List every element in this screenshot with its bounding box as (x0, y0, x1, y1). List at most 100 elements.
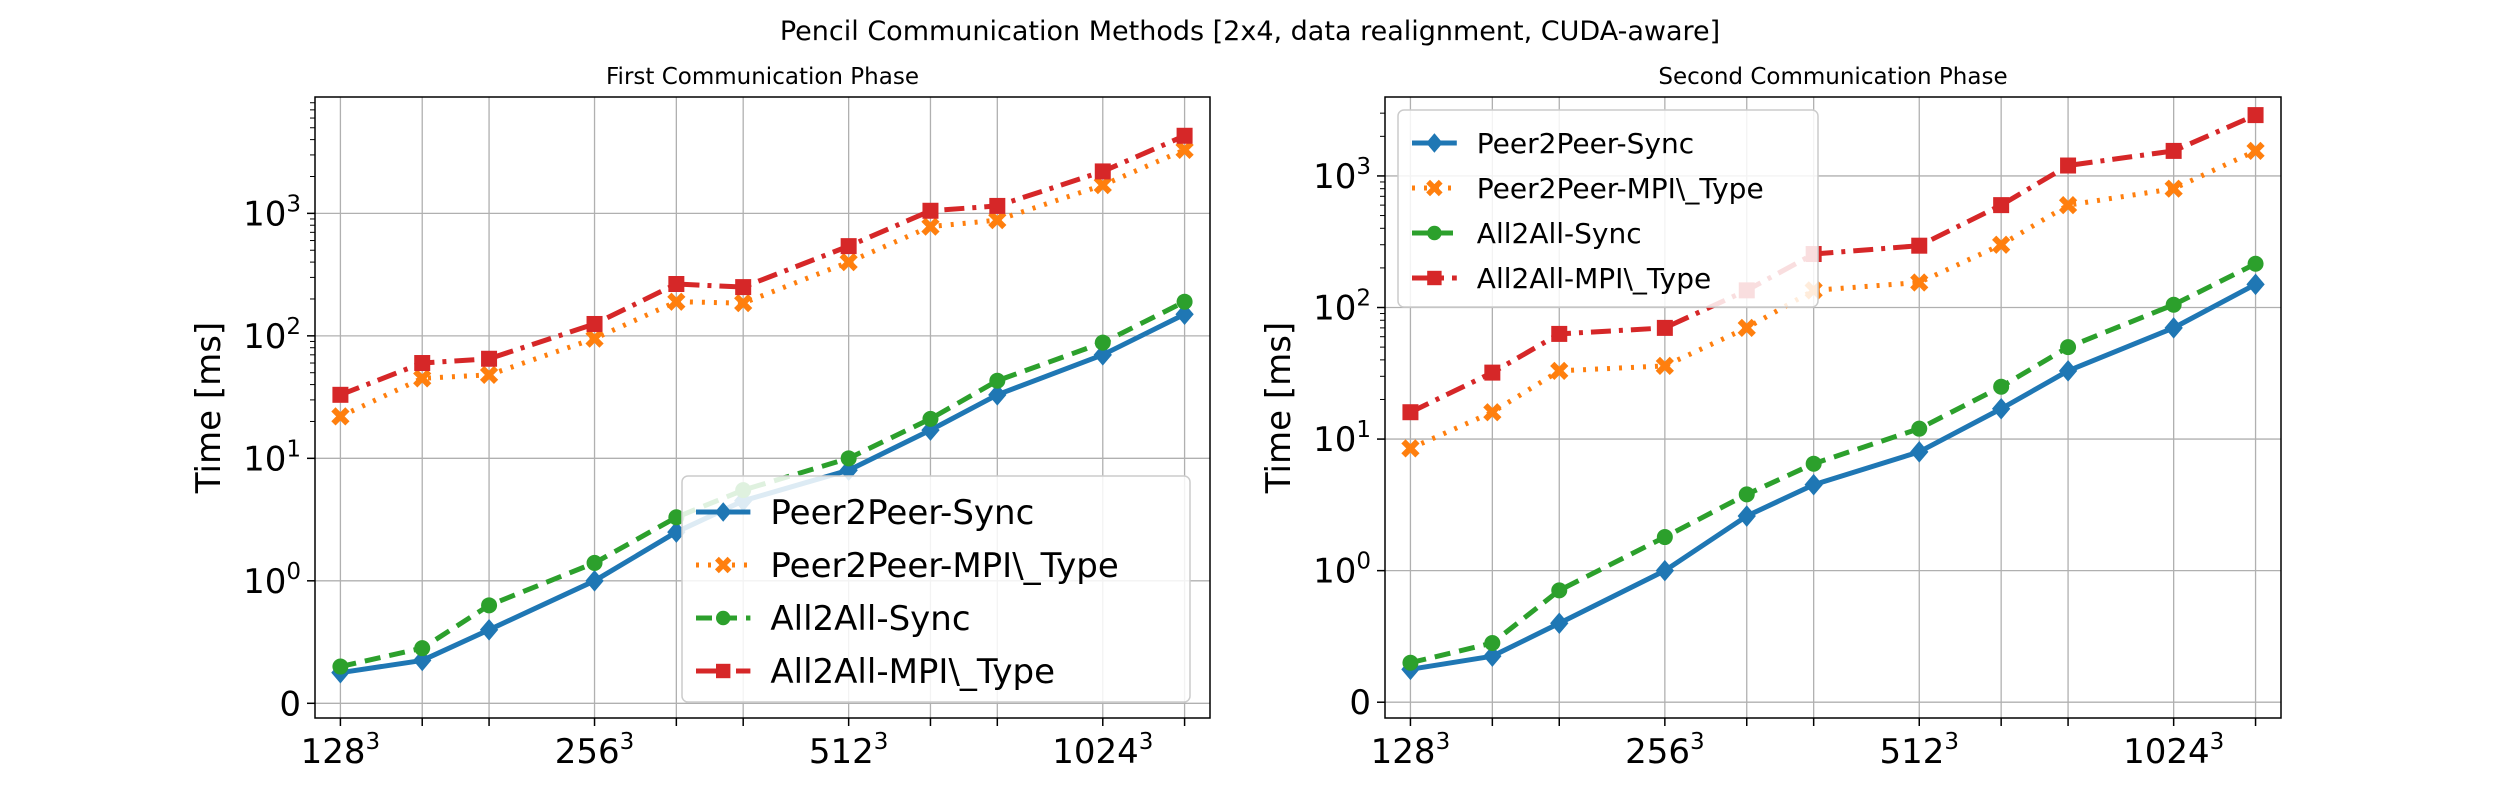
data-point (1093, 176, 1112, 195)
series-line (339, 299, 1186, 669)
data-point (2164, 179, 2183, 198)
data-point (1655, 356, 1674, 376)
data-point (668, 276, 685, 293)
y-tick-label-base: 10 (243, 439, 286, 479)
data-point (1175, 303, 1194, 326)
data-point (667, 292, 686, 311)
data-point (1402, 654, 1419, 671)
data-point (1737, 505, 1756, 527)
x-tick-label-base: 512 (1879, 732, 1944, 772)
data-point (1484, 364, 1501, 381)
legend-marker (716, 610, 731, 626)
series-line (339, 147, 1186, 419)
data-point (734, 294, 753, 313)
x-tick-label-base: 128 (301, 732, 366, 772)
legend-marker (1426, 133, 1443, 153)
y-tick-label: 0 (279, 684, 301, 724)
data-point (2246, 273, 2265, 296)
x-tick-label-exponent: 3 (2210, 729, 2225, 755)
y-tick-label-exponent: 3 (1356, 154, 1371, 180)
legend: Peer2Peer-Sync Peer2Peer-MPI\_Type All2All… (681, 475, 1191, 703)
y-tick-label: 101 (1313, 417, 1371, 460)
y-tick-label-base: 10 (1313, 552, 1356, 592)
data-point (2058, 360, 2078, 382)
data-point (1993, 197, 2010, 214)
y-tick-label-base: 0 (279, 684, 301, 724)
legend-marker (714, 502, 732, 522)
y-tick-label-exponent: 0 (286, 559, 301, 585)
data-point (2165, 296, 2182, 313)
series-line (1410, 282, 2257, 672)
data-point (479, 365, 499, 385)
data-point (1738, 486, 1755, 503)
data-point (1737, 318, 1756, 338)
data-point (1910, 441, 1929, 463)
data-point (989, 372, 1006, 389)
y-tick-label-base: 0 (1349, 683, 1371, 723)
subplot-title: First Communication Phase (606, 64, 919, 90)
data-point (1991, 397, 2011, 420)
data-point (414, 640, 431, 657)
x-tick-label: 5123 (809, 729, 889, 772)
data-point (585, 329, 604, 348)
data-point (332, 386, 349, 403)
series-line (1409, 261, 2257, 666)
data-point (1655, 559, 1675, 582)
data-point (840, 238, 857, 255)
legend-marker (1427, 225, 1442, 241)
y-tick-label-exponent: 0 (1356, 549, 1371, 575)
x-tick-label-exponent: 3 (1139, 729, 1154, 755)
data-point (2246, 141, 2265, 161)
x-tick-label-base: 512 (809, 732, 874, 772)
y-tick-label-base: 10 (243, 562, 286, 602)
y-tick-label: 103 (243, 191, 301, 234)
legend-marker (716, 663, 731, 679)
data-point (1176, 127, 1193, 144)
data-point (2247, 107, 2264, 124)
x-tick-label: 2563 (1625, 729, 1705, 772)
data-point (1656, 319, 1673, 336)
data-point (1176, 293, 1193, 310)
y-tick-label-base: 10 (1313, 157, 1356, 197)
legend-label: Peer2Peer-MPI\_Type (770, 546, 1118, 586)
data-point (481, 597, 498, 614)
data-point (413, 649, 432, 672)
data-point (1093, 344, 1112, 366)
y-axis-label: Time [ms] (189, 322, 229, 494)
x-tick-label-base: 1024 (2123, 732, 2210, 772)
y-tick-label: 103 (1313, 154, 1371, 197)
data-point (2058, 196, 2078, 215)
x-tick-label-exponent: 3 (366, 729, 381, 755)
x-tick-label: 1283 (301, 729, 381, 772)
data-point (1804, 473, 1823, 496)
data-point (1483, 645, 1502, 667)
data-point (1094, 334, 1111, 351)
y-tick-label-base: 10 (1313, 420, 1356, 460)
data-point (481, 350, 498, 367)
data-point (331, 407, 350, 426)
data-point (921, 217, 940, 236)
data-point (1911, 237, 1928, 254)
y-tick-label-exponent: 2 (286, 314, 301, 340)
data-point (1401, 439, 1420, 458)
data-point (1551, 325, 1568, 342)
x-tick-label-exponent: 3 (1436, 729, 1451, 755)
x-tick-label-base: 1024 (1052, 732, 1139, 772)
x-tick-label: 1283 (1371, 729, 1451, 772)
x-tick-label-base: 256 (1625, 732, 1690, 772)
data-point (2247, 255, 2264, 272)
data-point (1910, 273, 1929, 292)
data-point (414, 355, 431, 372)
y-tick-label-exponent: 2 (1356, 286, 1371, 312)
subplot-title: Second Communication Phase (1658, 64, 2007, 90)
legend-box (1397, 109, 1819, 308)
legend-marker (1427, 270, 1442, 286)
data-point (735, 279, 752, 296)
series-line (339, 133, 1186, 398)
legend-label: Peer2Peer-Sync (770, 493, 1034, 533)
figure-title: Pencil Communication Methods [2x4, data … (780, 16, 1720, 47)
data-point (1805, 455, 1822, 472)
y-tick-label-exponent: 3 (286, 191, 301, 217)
